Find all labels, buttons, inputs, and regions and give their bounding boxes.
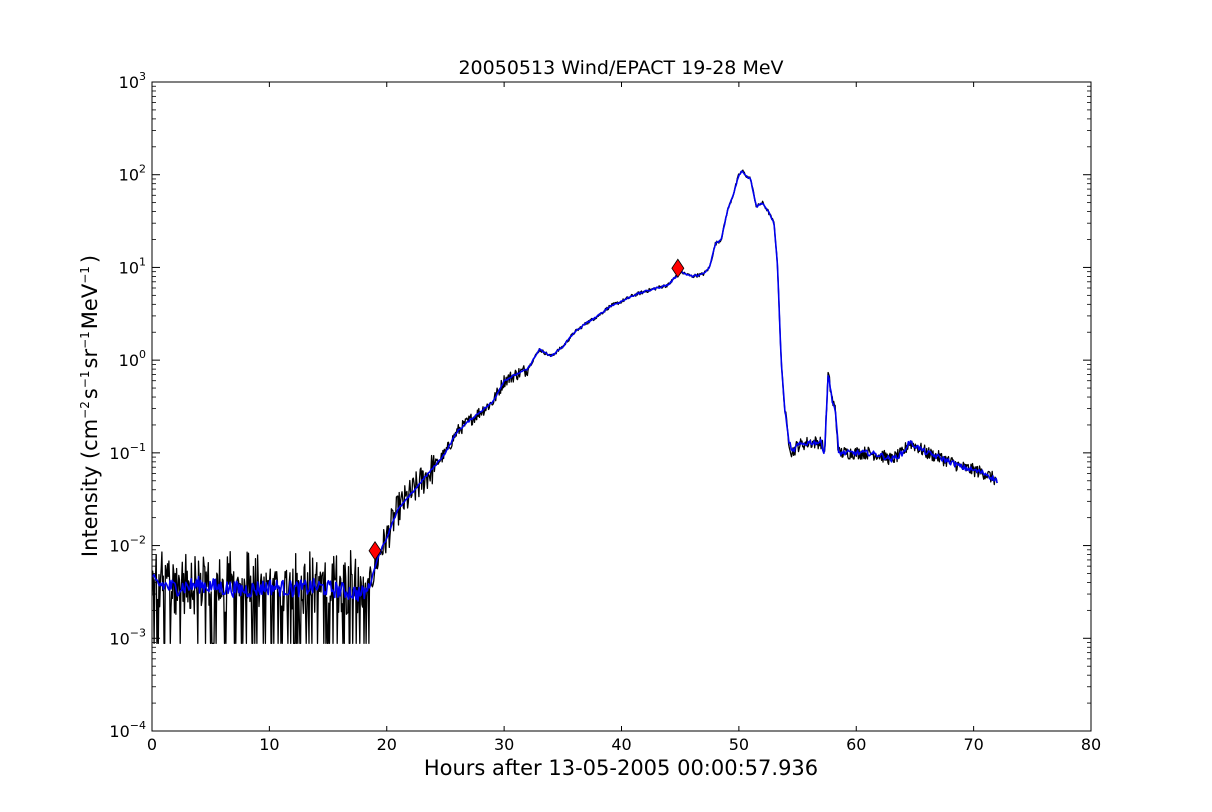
- x-axis-label: Hours after 13-05-2005 00:00:57.936: [424, 756, 818, 780]
- y-axis-label-exp1: −2: [78, 401, 92, 419]
- x-tick-label: 10: [259, 735, 279, 754]
- y-tick-label: 101: [119, 255, 146, 277]
- plot-area: [151, 81, 1092, 732]
- axes-background: [152, 82, 1091, 731]
- x-tick-label: 60: [846, 735, 866, 754]
- y-axis-label-s: s: [78, 388, 102, 399]
- y-tick-label: 10−4: [109, 719, 146, 741]
- marker-diamond-1: [368, 540, 382, 561]
- y-tick-label: 10−2: [109, 534, 146, 556]
- x-tick-label: 20: [377, 735, 397, 754]
- x-tick-label: 50: [729, 735, 749, 754]
- x-tick-label: 40: [611, 735, 631, 754]
- y-tick-label: 100: [119, 348, 146, 370]
- x-tick-label: 30: [494, 735, 514, 754]
- y-tick-label: 103: [119, 70, 146, 92]
- x-tick-label: 80: [1081, 735, 1101, 754]
- y-axis-label-exp4: −1: [78, 266, 92, 284]
- y-tick-label: 10−3: [109, 626, 146, 648]
- y-axis-label-exp2: −1: [78, 370, 92, 388]
- series-layer: [152, 169, 998, 645]
- y-axis-label-exp3: −1: [78, 331, 92, 349]
- y-axis-label-sr: sr: [78, 349, 102, 369]
- y-tick-label: 102: [119, 163, 146, 185]
- marker-diamond-2: [671, 258, 685, 278]
- x-tick-label: 0: [147, 735, 157, 754]
- y-axis-label-mev: MeV: [78, 283, 102, 329]
- series-line-smoothed: [152, 170, 998, 602]
- x-axis-ticks: 0 10 20 30 40 50 60 70 80: [147, 82, 1101, 754]
- chart-title: 20050513 Wind/EPACT 19-28 MeV: [458, 57, 783, 79]
- y-axis-label-suffix: ): [78, 255, 102, 263]
- y-tick-label: 10−1: [109, 441, 146, 463]
- x-tick-label: 70: [963, 735, 983, 754]
- y-axis-label: Intensity (cm−2s−1sr−1MeV−1): [78, 255, 102, 557]
- y-axis-ticks: 10−4 10−3 10−2 10−1 100 101 102 103: [109, 70, 1091, 741]
- marker-layer: [368, 258, 685, 561]
- y-axis-label-prefix: Intensity (cm: [78, 419, 102, 557]
